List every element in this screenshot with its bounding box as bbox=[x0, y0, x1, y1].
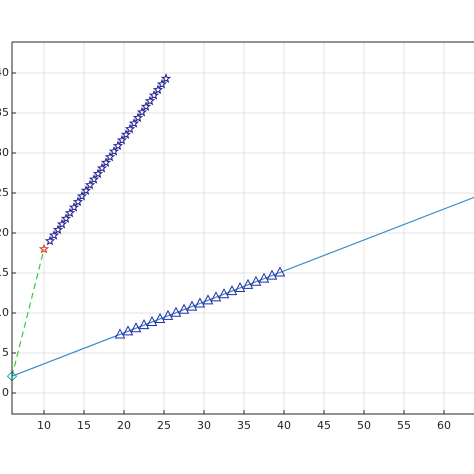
y-tick-label: 5 bbox=[2, 346, 9, 359]
marker-triangle bbox=[154, 312, 166, 323]
marker-star bbox=[68, 201, 80, 212]
x-tick-label: 25 bbox=[157, 419, 171, 432]
marker-triangle bbox=[266, 269, 278, 280]
marker-star bbox=[76, 190, 88, 201]
marker-star bbox=[116, 134, 128, 145]
marker-triangle bbox=[250, 275, 262, 286]
marker-star bbox=[148, 89, 160, 100]
marker-star bbox=[152, 84, 164, 95]
marker-star bbox=[144, 95, 156, 106]
marker-triangle bbox=[146, 315, 158, 327]
x-tick-label: 20 bbox=[117, 419, 131, 432]
marker-triangle bbox=[274, 266, 286, 277]
marker-triangle bbox=[138, 319, 150, 330]
y-tick-label: 15 bbox=[0, 266, 9, 279]
marker-star bbox=[38, 243, 50, 254]
x-tick-label: 55 bbox=[397, 419, 411, 432]
marker-star bbox=[136, 106, 148, 117]
y-tick-label: 30 bbox=[0, 146, 9, 159]
marker-star bbox=[52, 224, 64, 235]
marker-triangle bbox=[202, 294, 214, 305]
marker-triangle bbox=[170, 306, 182, 317]
marker-triangle bbox=[186, 300, 198, 311]
marker-star bbox=[100, 157, 112, 167]
marker-star bbox=[64, 207, 76, 218]
y-tick-label: 35 bbox=[0, 106, 9, 119]
marker-star bbox=[84, 179, 96, 190]
marker-triangle bbox=[122, 325, 134, 336]
x-tick-label: 15 bbox=[77, 419, 91, 432]
y-tick-label: 40 bbox=[0, 66, 9, 79]
marker-star bbox=[60, 213, 72, 223]
marker-triangle bbox=[162, 309, 174, 320]
x-tick-label: 45 bbox=[317, 419, 331, 432]
y-tick-label: 20 bbox=[0, 226, 9, 239]
marker-star bbox=[160, 73, 172, 83]
axis-box bbox=[11, 41, 474, 415]
marker-triangle bbox=[234, 281, 246, 293]
marker-triangle bbox=[194, 297, 206, 308]
x-tick-label: 10 bbox=[37, 419, 51, 432]
marker-star bbox=[140, 101, 152, 111]
marker-star bbox=[44, 235, 56, 246]
marker-star bbox=[48, 229, 60, 240]
marker-triangle bbox=[210, 291, 222, 302]
plot-area bbox=[12, 42, 474, 414]
series-line bbox=[11, 196, 474, 377]
marker-triangle bbox=[242, 278, 254, 289]
marker-triangle bbox=[178, 303, 190, 314]
marker-star bbox=[128, 117, 140, 128]
marker-triangle bbox=[258, 272, 270, 283]
y-tick-label: 0 bbox=[2, 386, 9, 399]
marker-star bbox=[88, 173, 100, 184]
marker-star bbox=[56, 218, 68, 229]
x-tick-label: 40 bbox=[277, 419, 291, 432]
marker-star bbox=[72, 196, 84, 207]
x-tick-label: 60 bbox=[437, 419, 451, 432]
marker-star bbox=[132, 112, 144, 123]
marker-triangle bbox=[114, 328, 126, 339]
x-tick-label: 50 bbox=[357, 419, 371, 432]
marker-triangle bbox=[218, 288, 230, 299]
marker-star bbox=[112, 140, 124, 151]
marker-star bbox=[92, 168, 104, 179]
marker-triangle bbox=[226, 285, 238, 296]
x-tick-label: 30 bbox=[197, 419, 211, 432]
y-tick-label: 25 bbox=[0, 186, 9, 199]
series-line bbox=[11, 248, 45, 377]
marker-star bbox=[108, 145, 120, 156]
marker-star bbox=[156, 78, 168, 89]
marker-star bbox=[104, 151, 116, 162]
marker-star bbox=[96, 162, 108, 173]
x-tick-label: 35 bbox=[237, 419, 251, 432]
y-tick-label: 10 bbox=[0, 306, 9, 319]
marker-star bbox=[80, 185, 92, 195]
marker-star bbox=[124, 123, 136, 134]
marker-triangle bbox=[130, 322, 142, 333]
marker-star bbox=[120, 129, 132, 139]
